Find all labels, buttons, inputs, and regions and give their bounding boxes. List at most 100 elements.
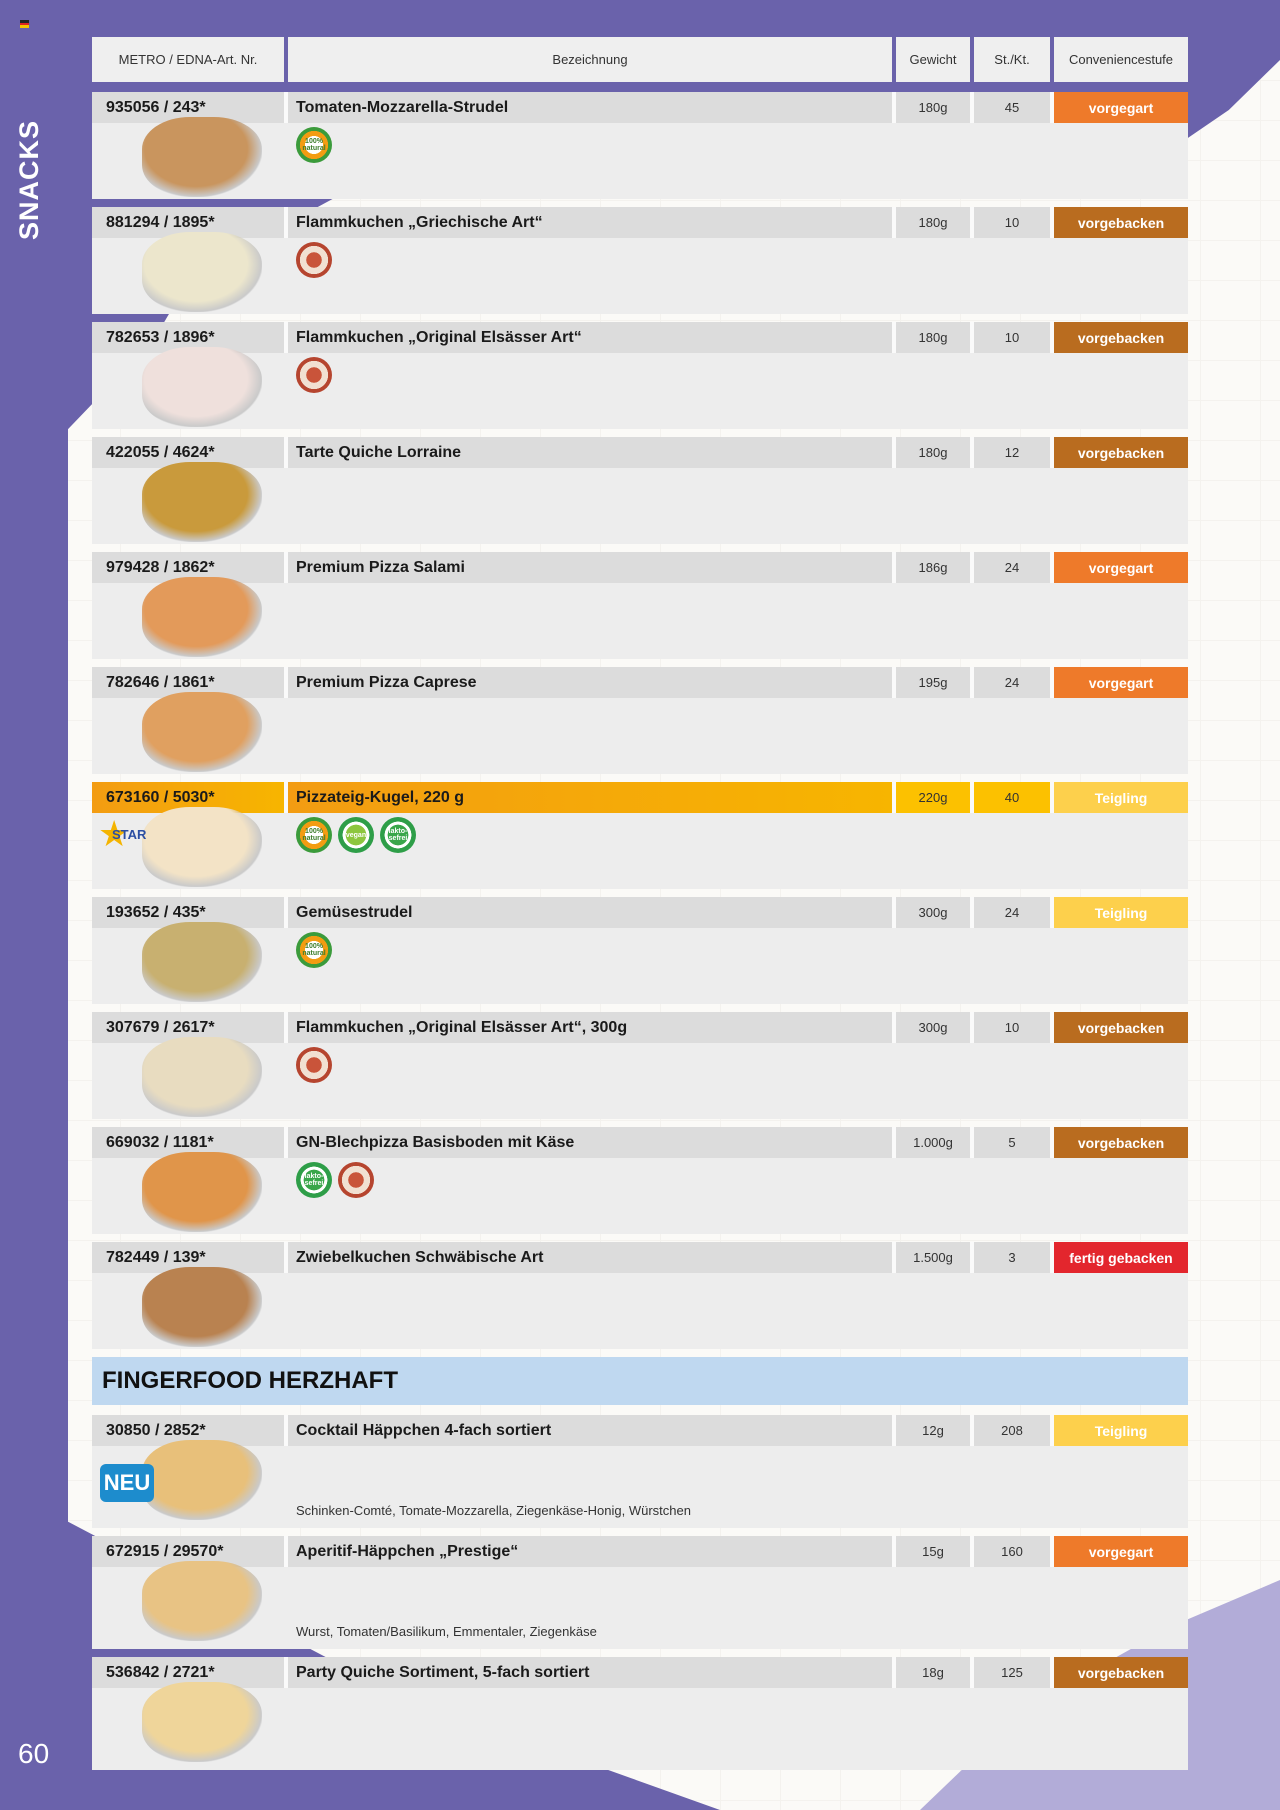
pieces-per-carton: 24 [974,897,1050,928]
badge-list [296,1047,332,1083]
product-weight: 12g [896,1415,970,1446]
product-description: Wurst, Tomaten/Basilikum, Emmentaler, Zi… [296,1624,597,1639]
header-name: Bezeichnung [288,37,892,82]
header-weight: Gewicht [896,37,970,82]
table-row: 193652 / 435* Gemüsestrudel 300g 24 Teig… [92,897,1188,1004]
stone-oven-badge-icon [296,1047,332,1083]
row-body [92,232,1188,314]
article-number: 422055 / 4624* [92,437,284,468]
convenience-level-badge: vorgebacken [1054,1657,1188,1688]
table-row: 672915 / 29570* Aperitif-Häppchen „Prest… [92,1536,1188,1649]
product-image [142,692,262,772]
convenience-level-badge: vorgebacken [1054,322,1188,353]
sidebar: SNACKS 60 [0,0,68,1810]
product-image [142,1440,262,1520]
product-weight: 180g [896,207,970,238]
row-header: 422055 / 4624* Tarte Quiche Lorraine 180… [92,437,1188,468]
pieces-per-carton: 12 [974,437,1050,468]
product-weight: 1.500g [896,1242,970,1273]
product-name: Flammkuchen „Original Elsässer Art“ [288,322,892,353]
section-title-fingerfood: FINGERFOOD HERZHAFT [92,1357,1188,1405]
stone-oven-badge-icon [338,1162,374,1198]
pieces-per-carton: 24 [974,667,1050,698]
convenience-level-badge: Teigling [1054,897,1188,928]
table-row: 782653 / 1896* Flammkuchen „Original Els… [92,322,1188,429]
pieces-per-carton: 5 [974,1127,1050,1158]
article-number: 881294 / 1895* [92,207,284,238]
badge-list: 100% natural vegan lakto-sefrei [296,817,416,853]
convenience-level-badge: Teigling [1054,782,1188,813]
product-image [142,347,262,427]
convenience-level-badge: vorgegart [1054,552,1188,583]
header-art-nr: METRO / EDNA-Art. Nr. [92,37,284,82]
row-header: 193652 / 435* Gemüsestrudel 300g 24 Teig… [92,897,1188,928]
row-header: 979428 / 1862* Premium Pizza Salami 186g… [92,552,1188,583]
product-name: Pizzateig-Kugel, 220 g [288,782,892,813]
table-header: METRO / EDNA-Art. Nr. Bezeichnung Gewich… [92,37,1188,82]
convenience-level-badge: Teigling [1054,1415,1188,1446]
new-badge: NEU [100,1464,154,1502]
row-body [92,1267,1188,1349]
product-weight: 180g [896,437,970,468]
product-name: Aperitif-Häppchen „Prestige“ [288,1536,892,1567]
product-name: Cocktail Häppchen 4-fach sortiert [288,1415,892,1446]
row-header: 672915 / 29570* Aperitif-Häppchen „Prest… [92,1536,1188,1567]
product-image [142,1561,262,1641]
pieces-per-carton: 125 [974,1657,1050,1688]
badge-list [296,242,332,278]
pieces-per-carton: 208 [974,1415,1050,1446]
product-weight: 15g [896,1536,970,1567]
table-row: 422055 / 4624* Tarte Quiche Lorraine 180… [92,437,1188,544]
pieces-per-carton: 45 [974,92,1050,123]
row-body [92,577,1188,659]
product-image [142,922,262,1002]
table-row: 30850 / 2852* Cocktail Häppchen 4-fach s… [92,1415,1188,1528]
lactose-free-badge-icon: lakto-sefrei [296,1162,332,1198]
product-name: GN-Blechpizza Basisboden mit Käse [288,1127,892,1158]
natural-badge-icon: 100% natural [296,817,332,853]
product-weight: 195g [896,667,970,698]
product-name: Premium Pizza Salami [288,552,892,583]
product-name: Zwiebelkuchen Schwäbische Art [288,1242,892,1273]
row-body: 100% natural [92,922,1188,1004]
header-convenience: Conveniencestufe [1054,37,1188,82]
natural-badge-icon: 100% natural [296,127,332,163]
badge-list: 100% natural [296,127,332,163]
pieces-per-carton: 40 [974,782,1050,813]
product-weight: 180g [896,322,970,353]
row-header: 536842 / 2721* Party Quiche Sortiment, 5… [92,1657,1188,1688]
row-header: 782449 / 139* Zwiebelkuchen Schwäbische … [92,1242,1188,1273]
product-weight: 1.000g [896,1127,970,1158]
product-description: Schinken-Comté, Tomate-Mozzarella, Ziege… [296,1503,691,1518]
row-body [92,1037,1188,1119]
product-image [142,1682,262,1762]
article-number: 669032 / 1181* [92,1127,284,1158]
table-row: 673160 / 5030* Pizzateig-Kugel, 220 g 22… [92,782,1188,889]
row-header: 782653 / 1896* Flammkuchen „Original Els… [92,322,1188,353]
row-header: 881294 / 1895* Flammkuchen „Griechische … [92,207,1188,238]
product-weight: 180g [896,92,970,123]
product-weight: 186g [896,552,970,583]
stone-oven-badge-icon [296,357,332,393]
row-header: 669032 / 1181* GN-Blechpizza Basisboden … [92,1127,1188,1158]
product-name: Premium Pizza Caprese [288,667,892,698]
product-weight: 220g [896,782,970,813]
product-image [142,1152,262,1232]
convenience-level-badge: fertig gebacken [1054,1242,1188,1273]
convenience-level-badge: vorgegart [1054,92,1188,123]
row-body: NEU Schinken-Comté, Tomate-Mozzarella, Z… [92,1440,1188,1528]
row-body: lakto-sefrei [92,1152,1188,1234]
convenience-level-badge: vorgebacken [1054,437,1188,468]
fingerfood-list: 30850 / 2852* Cocktail Häppchen 4-fach s… [92,1415,1188,1770]
product-table: METRO / EDNA-Art. Nr. Bezeichnung Gewich… [92,37,1188,1778]
pieces-per-carton: 160 [974,1536,1050,1567]
badge-list: lakto-sefrei [296,1162,374,1198]
badge-list [296,357,332,393]
row-header: 673160 / 5030* Pizzateig-Kugel, 220 g 22… [92,782,1188,813]
row-body [92,462,1188,544]
table-row: 669032 / 1181* GN-Blechpizza Basisboden … [92,1127,1188,1234]
product-image [142,1267,262,1347]
row-header: 307679 / 2617* Flammkuchen „Original Els… [92,1012,1188,1043]
natural-badge-icon: 100% natural [296,932,332,968]
pieces-per-carton: 10 [974,322,1050,353]
